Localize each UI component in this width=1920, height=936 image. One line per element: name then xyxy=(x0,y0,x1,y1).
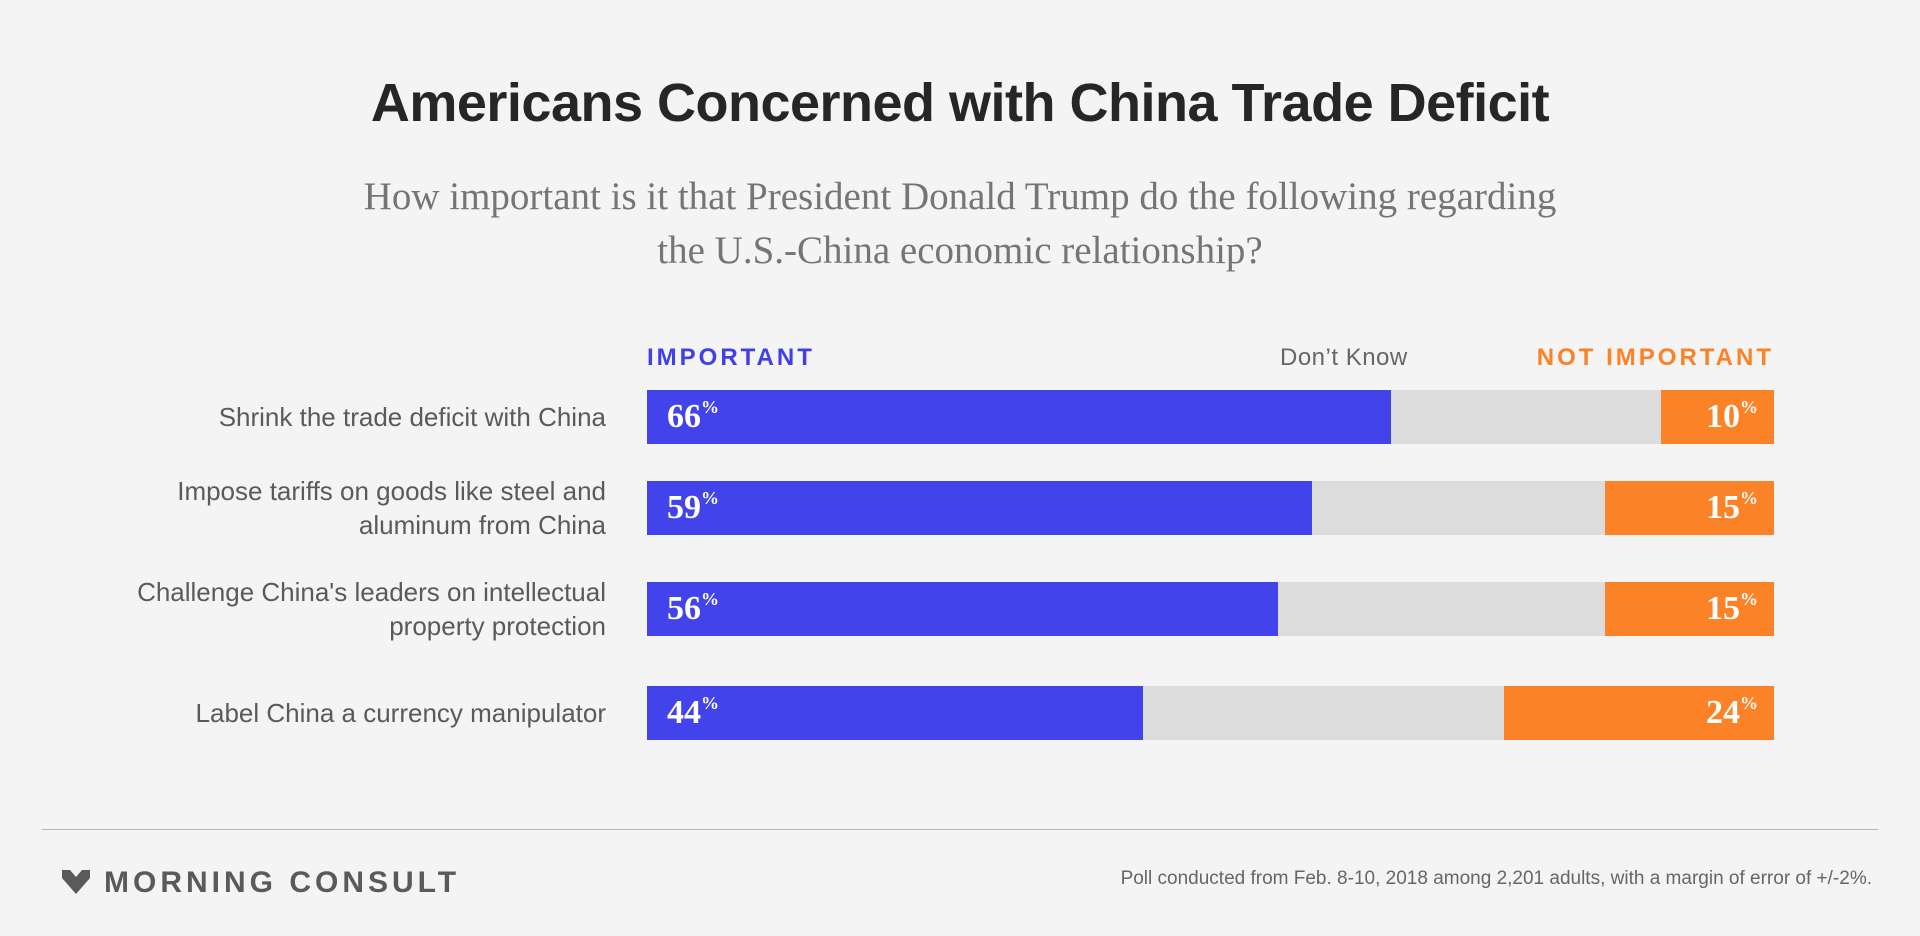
bar-not-important xyxy=(1661,390,1774,444)
legend-important: IMPORTANT xyxy=(647,344,815,371)
brand: MORNING CONSULT xyxy=(62,866,460,900)
footer-divider xyxy=(42,829,1878,830)
bar-important xyxy=(647,390,1391,444)
bar-dont-know: 59% 15% xyxy=(647,481,1774,535)
bar-dont-know: 56% 15% xyxy=(647,582,1774,636)
legend-not-important: NOT IMPORTANT xyxy=(1536,344,1774,371)
data-label-important: 44% xyxy=(667,693,719,731)
bar-important xyxy=(647,481,1312,535)
chart-subtitle: How important is it that President Donal… xyxy=(363,175,1557,272)
category-label: Label China a currency manipulator xyxy=(195,698,606,728)
bar-important xyxy=(647,686,1143,740)
bar-not-important xyxy=(1604,582,1774,636)
data-label-not-important: 24% xyxy=(1706,693,1758,731)
category-label: Shrink the trade deficit with China xyxy=(218,402,606,432)
data-label-important: 66% xyxy=(667,397,719,435)
brand-name: MORNING CONSULT xyxy=(104,866,461,899)
data-label-not-important: 15% xyxy=(1706,589,1758,627)
data-label-not-important: 15% xyxy=(1706,488,1758,526)
chevron-down-icon xyxy=(62,870,90,894)
bar-dont-know: 44% 24% xyxy=(647,686,1774,740)
footnote: Poll conducted from Feb. 8-10, 2018 amon… xyxy=(1120,868,1872,889)
data-label-important: 56% xyxy=(667,589,719,627)
bar-not-important xyxy=(1604,481,1774,535)
data-label-important: 59% xyxy=(667,488,719,526)
data-label-not-important: 10% xyxy=(1706,397,1758,435)
category-label: Impose tariffs on goods like steel and a… xyxy=(177,476,606,540)
bar-not-important xyxy=(1503,686,1774,740)
bar-dont-know: 66% 10% xyxy=(647,390,1774,444)
bar-important xyxy=(647,582,1279,636)
category-label: Challenge China's leaders on intellectua… xyxy=(137,577,606,641)
chart-title: Americans Concerned with China Trade Def… xyxy=(370,73,1550,133)
legend-dont-know: Don’t Know xyxy=(1280,344,1408,371)
